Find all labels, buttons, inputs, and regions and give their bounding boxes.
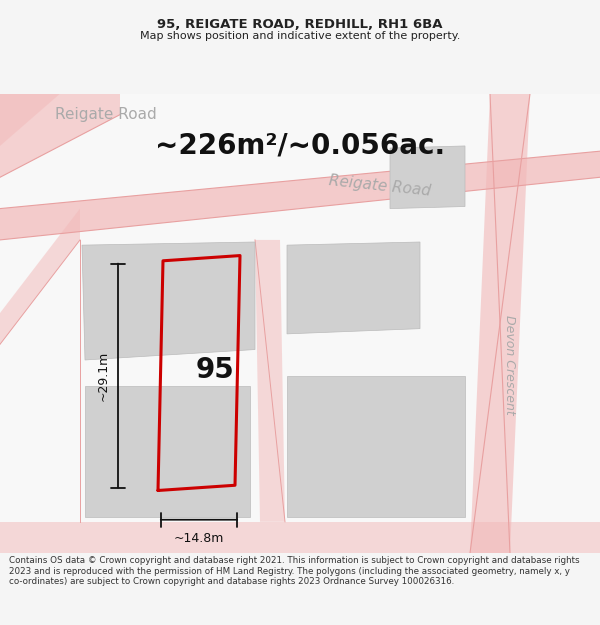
Text: Devon Crescent: Devon Crescent bbox=[503, 316, 517, 415]
Polygon shape bbox=[85, 386, 250, 517]
Text: 95, REIGATE ROAD, REDHILL, RH1 6BA: 95, REIGATE ROAD, REDHILL, RH1 6BA bbox=[157, 18, 443, 31]
Text: ~226m²/~0.056ac.: ~226m²/~0.056ac. bbox=[155, 132, 445, 160]
Polygon shape bbox=[255, 240, 285, 522]
Text: ~14.8m: ~14.8m bbox=[174, 532, 224, 545]
Polygon shape bbox=[287, 376, 465, 517]
Polygon shape bbox=[82, 242, 255, 360]
Polygon shape bbox=[0, 94, 60, 146]
Polygon shape bbox=[287, 242, 420, 334]
Text: Contains OS data © Crown copyright and database right 2021. This information is : Contains OS data © Crown copyright and d… bbox=[9, 556, 580, 586]
Text: ~29.1m: ~29.1m bbox=[97, 351, 110, 401]
Text: Map shows position and indicative extent of the property.: Map shows position and indicative extent… bbox=[140, 31, 460, 41]
Polygon shape bbox=[0, 94, 600, 553]
Polygon shape bbox=[0, 151, 600, 240]
Text: 95: 95 bbox=[196, 356, 235, 384]
Polygon shape bbox=[0, 209, 80, 344]
Polygon shape bbox=[390, 146, 465, 209]
Text: Reigate Road: Reigate Road bbox=[328, 173, 432, 199]
Polygon shape bbox=[0, 94, 120, 178]
Polygon shape bbox=[470, 94, 530, 553]
Polygon shape bbox=[0, 522, 600, 553]
Text: Reigate Road: Reigate Road bbox=[55, 107, 157, 122]
